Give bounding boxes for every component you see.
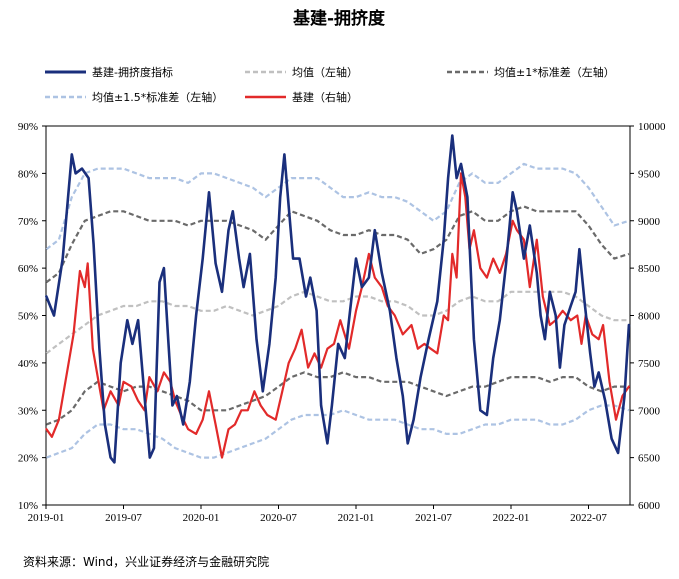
- x-tick-label: 2021-01: [338, 512, 375, 524]
- y-left-tick-label: 50%: [18, 311, 38, 323]
- legend-label: 均值±1*标准差（左轴）: [494, 65, 615, 79]
- y-right-tick-label: 10000: [638, 121, 666, 133]
- y-axis-left: 10% 20% 30% 40% 50% 60% 70% 80% 90%: [18, 121, 46, 512]
- legend: 基建-拥挤度指标 均值（左轴） 均值±1*标准差（左轴） 均值±1.5*标准差（左轴）…: [45, 65, 615, 104]
- x-tick-label: 2022-01: [493, 512, 530, 524]
- x-tick-label: 2020-07: [260, 512, 297, 524]
- series-2-line: [46, 371, 629, 426]
- series-2-line: [45, 205, 630, 284]
- y-left-tick-label: 90%: [18, 121, 38, 133]
- x-tick-label: 2022-07: [570, 512, 607, 524]
- y-left-tick-label: 30%: [18, 405, 38, 417]
- x-tick-label: 2020-01: [183, 512, 220, 524]
- series-3-line: [45, 162, 630, 251]
- y-left-tick-label: 80%: [18, 168, 38, 180]
- chart-title: 基建-拥挤度: [292, 8, 386, 29]
- y-right-tick-label: 7500: [638, 358, 661, 370]
- y-right-tick-label: 6000: [638, 500, 661, 512]
- y-left-tick-label: 10%: [18, 500, 38, 512]
- series-layer: [45, 134, 631, 464]
- y-right-tick-label: 6500: [638, 453, 661, 465]
- y-right-tick-label: 9000: [638, 216, 661, 228]
- legend-label: 均值（左轴）: [292, 65, 358, 79]
- y-right-tick-label: 7000: [638, 405, 661, 417]
- y-right-tick-label: 8000: [638, 311, 661, 323]
- series-3-line: [46, 404, 630, 459]
- source-note: 资料来源：Wind，兴业证券经济与金融研究院: [23, 554, 269, 569]
- x-tick-label: 2019-07: [105, 512, 142, 524]
- legend-label: 均值±1.5*标准差（左轴）: [92, 90, 223, 104]
- y-right-tick-label: 9500: [638, 168, 661, 180]
- x-axis: 2019-01 2019-07 2020-01 2020-07 2021-01 2021-…: [28, 505, 607, 524]
- legend-label: 基建（右轴）: [292, 90, 358, 104]
- y-left-tick-label: 40%: [18, 358, 38, 370]
- y-left-tick-label: 60%: [18, 263, 38, 275]
- series-1-line: [45, 290, 629, 355]
- y-axis-right: 6000 6500 7000 7500 8000 8500 9000 9500 10000: [630, 121, 666, 512]
- y-left-tick-label: 70%: [18, 216, 38, 228]
- legend-label: 基建-拥挤度指标: [92, 65, 173, 79]
- y-left-tick-label: 20%: [18, 453, 38, 465]
- plot-frame: [45, 125, 631, 506]
- x-tick-label: 2019-01: [28, 512, 65, 524]
- plot-area: [45, 125, 631, 506]
- y-right-tick-label: 8500: [638, 263, 661, 275]
- series-4-line: [45, 172, 630, 459]
- x-tick-label: 2021-07: [415, 512, 452, 524]
- series-0-line: [45, 134, 631, 464]
